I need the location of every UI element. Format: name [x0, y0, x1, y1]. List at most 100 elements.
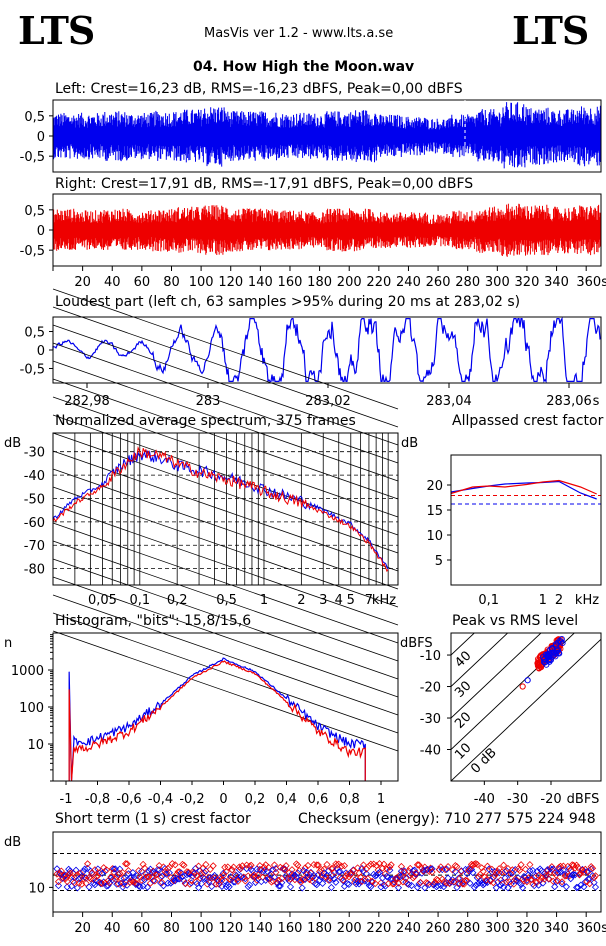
shortterm-point-left	[81, 865, 89, 873]
spectrum-ylabel: -40	[24, 469, 45, 484]
shortterm-point-right	[157, 873, 165, 881]
shortterm-point-left	[219, 869, 227, 877]
shortterm-point-right	[437, 863, 445, 871]
shortterm-point-left	[218, 882, 226, 890]
shortterm-point-left	[170, 874, 178, 883]
shortterm-point-right	[216, 873, 225, 881]
shortterm-point-right	[327, 865, 335, 873]
shortterm-point-right	[136, 873, 144, 881]
shortterm-time-axis-label: 220	[366, 921, 391, 936]
shortterm-point-right	[256, 862, 264, 870]
shortterm-point-right	[92, 873, 100, 881]
shortterm-point-right	[143, 873, 152, 881]
shortterm-point-right	[386, 863, 394, 871]
shortterm-point-left	[381, 882, 389, 890]
shortterm-point-right	[590, 874, 598, 882]
shortterm-point-left	[526, 867, 534, 875]
shortterm-title: Short term (1 s) crest factor	[55, 811, 251, 827]
shortterm-point-right	[227, 876, 235, 884]
shortterm-point-right	[206, 865, 214, 873]
shortterm-point-right	[574, 863, 582, 872]
allpass-ylabel: 10	[426, 529, 443, 544]
shortterm-point-right	[267, 878, 276, 886]
shortterm-point-left	[495, 869, 503, 877]
shortterm-time-axis-label: 120	[218, 921, 243, 936]
shortterm-point-right	[475, 873, 483, 881]
shortterm-point-left	[79, 868, 87, 876]
shortterm-point-right	[589, 864, 597, 872]
shortterm-point-right	[247, 861, 255, 869]
shortterm-point-left	[469, 869, 477, 877]
time-axis-label: 360s	[576, 275, 606, 290]
peakrms-diagonal	[451, 633, 542, 719]
shortterm-point-left	[428, 865, 436, 873]
shortterm-point-right	[84, 860, 92, 868]
shortterm-point-left	[327, 883, 335, 892]
shortterm-point-right	[465, 867, 473, 875]
shortterm-point-left	[504, 884, 512, 892]
shortterm-point-right	[230, 863, 238, 871]
spectrum-xlabel: 5	[347, 593, 355, 608]
spectrum-xunit: kHz	[372, 593, 396, 608]
shortterm-point-left	[304, 873, 312, 881]
time-axis-label: 100	[189, 275, 214, 290]
shortterm-point-right	[488, 865, 496, 873]
shortterm-point-right	[456, 874, 464, 882]
shortterm-point-left	[130, 873, 138, 881]
shortterm-point-right	[116, 869, 124, 877]
peakrms-point-left	[544, 653, 551, 660]
shortterm-point-right	[117, 875, 125, 883]
shortterm-point-right	[573, 861, 581, 869]
histogram-ylabel: 100	[19, 701, 44, 716]
shortterm-time-axis-label: 20	[74, 921, 91, 936]
shortterm-point-right	[193, 872, 201, 880]
shortterm-point-right	[406, 864, 414, 872]
time-axis-label: 300	[485, 275, 510, 290]
shortterm-point-right	[384, 880, 392, 888]
shortterm-point-left	[447, 878, 455, 886]
shortterm-point-right	[54, 878, 63, 886]
shortterm-point-left	[66, 867, 74, 875]
shortterm-time-axis-label: 140	[248, 921, 273, 936]
shortterm-point-left	[154, 866, 162, 874]
shortterm-time-axis-label: 280	[455, 921, 480, 936]
shortterm-point-right	[65, 871, 73, 879]
shortterm-point-right	[387, 861, 395, 869]
shortterm-point-left	[73, 884, 81, 892]
shortterm-time-axis-label: 240	[396, 921, 421, 936]
shortterm-point-right	[196, 874, 204, 882]
shortterm-point-right	[291, 876, 299, 884]
time-axis: 20 40 60 80 100 120 140 160 180 200 220 240 260 280 30…	[52, 266, 606, 290]
spectrum-xlabel: 1	[260, 593, 268, 608]
shortterm-point-right	[219, 871, 227, 879]
shortterm-point-right	[552, 871, 560, 879]
peakrms-point-left	[554, 639, 562, 646]
shortterm-point-left	[421, 884, 429, 892]
spectrum-frame	[52, 432, 399, 586]
shortterm-point-left	[98, 869, 106, 877]
shortterm-point-right	[203, 880, 211, 888]
shortterm-point-right	[146, 879, 154, 887]
peakrms-xunit: dBFS	[567, 792, 600, 807]
time-axis-label: 340	[544, 275, 569, 290]
shortterm-time-axis-label: 260	[426, 921, 451, 936]
spectrum-xlabel: 7	[365, 593, 373, 608]
histogram-xlabel: 0,4	[276, 792, 297, 807]
shortterm-point-left	[142, 873, 150, 881]
shortterm-point-left	[352, 880, 360, 888]
histogram-ylabel: 10	[27, 738, 44, 753]
allpass-xlabel: 2	[555, 593, 563, 608]
shortterm-point-left	[552, 877, 560, 886]
shortterm-point-left	[500, 883, 508, 891]
shortterm-point-right	[526, 861, 534, 869]
shortterm-point-right	[141, 864, 149, 872]
shortterm-point-left	[394, 884, 403, 892]
shortterm-point-right	[559, 862, 567, 870]
spectrum-diag	[52, 486, 399, 608]
peakrms-frame	[450, 632, 602, 782]
shortterm-point-left	[108, 876, 117, 884]
shortterm-point-left	[139, 882, 147, 890]
shortterm-point-left	[371, 872, 379, 880]
shortterm-point-right	[180, 861, 188, 869]
